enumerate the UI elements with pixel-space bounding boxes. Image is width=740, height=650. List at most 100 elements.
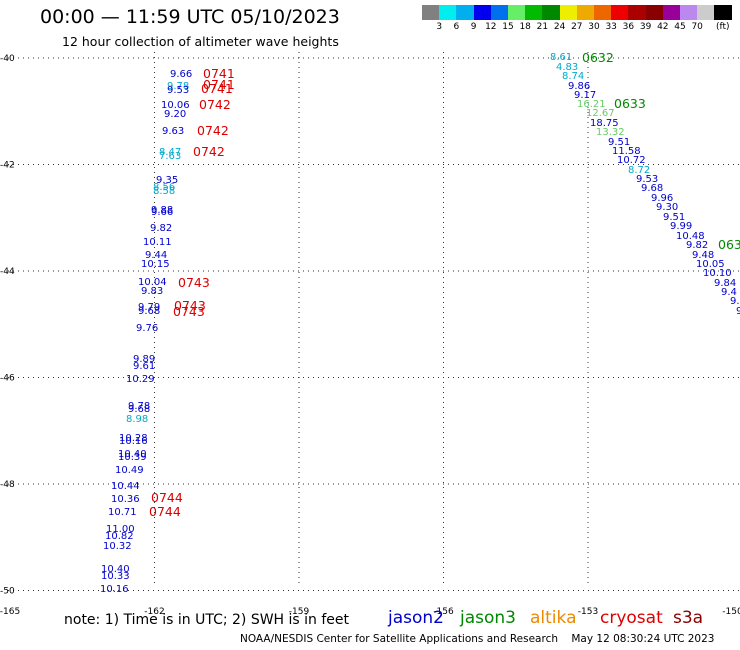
wave-height-label: 10.72: [617, 155, 646, 166]
wave-height-label: 9.78: [167, 81, 189, 92]
wave-height-label: 9.61: [133, 361, 155, 372]
time-label: 0741: [203, 77, 235, 92]
scale-unit-label: (ft): [716, 22, 730, 32]
scale-swatch: [542, 5, 560, 20]
scale-label: 70: [691, 22, 703, 32]
scale-label: 15: [502, 22, 514, 32]
time-label: 0633: [614, 96, 646, 111]
scale-label: 30: [588, 22, 600, 32]
wave-height-label: 10.32: [103, 541, 132, 552]
latitude-label: -50: [0, 587, 15, 597]
longitude-label: -165: [0, 607, 20, 617]
scale-swatch: [422, 5, 440, 20]
wave-height-label: 9.48: [692, 250, 714, 261]
scale-swatch: [628, 5, 646, 20]
time-label: 0741: [201, 81, 233, 96]
wave-height-label: 8.47: [159, 147, 181, 158]
scale-swatch: [525, 5, 543, 20]
time-label: 063: [718, 237, 740, 252]
wave-height-label: 10.33: [101, 571, 130, 582]
wave-height-label: 9.86: [568, 81, 590, 92]
wave-height-label: 9.51: [663, 212, 685, 223]
scale-label: 21: [536, 22, 549, 32]
wave-height-label: 7.63: [159, 151, 181, 162]
wave-height-label: 10.48: [676, 231, 705, 242]
legend-s3a: s3a: [673, 608, 704, 628]
latitude-label: -42: [0, 161, 15, 171]
wave-height-label: 10.06: [161, 100, 190, 111]
latitude-label: -40: [0, 54, 15, 64]
wave-height-label: 10.29: [126, 374, 155, 385]
latitude-labels: -40 -42 -44 -46 -48 -50: [0, 54, 15, 597]
wave-height-label: 10.10: [703, 268, 732, 279]
longitude-label: -162: [144, 607, 164, 617]
scale-swatch: [697, 5, 715, 20]
scale-swatch: [662, 5, 680, 20]
scale-label: 3: [436, 22, 443, 32]
scale-label: 6: [453, 22, 460, 32]
wave-height-label: 9.89: [133, 354, 155, 365]
scale-label: 18: [519, 22, 531, 32]
scale-label: 33: [605, 22, 617, 32]
wave-height-label: 9.53: [167, 85, 189, 96]
wave-height-label: 18.75: [590, 118, 619, 129]
longitude-label: -150: [722, 607, 740, 617]
latitude-label: -48: [0, 480, 15, 490]
wave-height-label: 10.15: [141, 259, 170, 270]
wave-height-label: 9: [736, 306, 740, 317]
wave-height-label: 10.82: [105, 531, 134, 542]
wave-height-label: 4.83: [556, 62, 578, 73]
left-satellite-track: 9.669.789.5310.069.209.638.477.639.358.5…: [100, 66, 235, 595]
legend-jason2: jason2: [388, 608, 444, 628]
credit-line: NOAA/NESDIS Center for Satellite Applica…: [240, 633, 715, 645]
wave-height-label: 10.28: [119, 433, 148, 444]
longitude-labels: -165 -162 -159 -156 -153 -150: [0, 607, 740, 617]
latitude-label: -46: [0, 374, 15, 384]
page-title: 00:00 — 11:59 UTC 05/10/2023: [40, 6, 340, 28]
wave-height-label: 9.99: [670, 221, 692, 232]
scale-swatch: [680, 5, 698, 20]
time-label: 0742: [193, 144, 225, 159]
scale-swatch: [490, 5, 508, 20]
wave-height-label: 9.63: [162, 126, 184, 137]
scale-swatch: [439, 5, 457, 20]
time-label: 0742: [199, 97, 231, 112]
wave-height-label: 9.88: [151, 205, 173, 216]
scale-swatch: [611, 5, 629, 20]
legend-altika: altika: [530, 608, 577, 628]
wave-height-label: 9.53: [636, 174, 658, 185]
scale-swatch: [714, 5, 732, 20]
wave-height-label: 9.17: [574, 90, 596, 101]
scale-label: 12: [485, 22, 497, 32]
longitude-label: -153: [578, 607, 598, 617]
legend-cryosat: cryosat: [600, 608, 663, 628]
wave-height-label: 10.39: [118, 452, 147, 463]
scale-swatch: [594, 5, 612, 20]
wave-height-label: 9.76: [136, 323, 158, 334]
legend-jason3: jason3: [460, 608, 516, 628]
wave-height-label: 10.49: [115, 465, 144, 476]
wave-height-label: 10.36: [111, 494, 140, 505]
scale-swatch: [576, 5, 594, 20]
wave-height-label: 11.58: [612, 146, 641, 157]
scale-label: 36: [622, 22, 635, 32]
wave-height-label: 9.4: [721, 287, 737, 298]
scale-swatch: [456, 5, 474, 20]
wave-height-label: 16.21: [577, 99, 606, 110]
wave-height-label: 9.68: [128, 404, 150, 415]
time-label: 0632: [582, 50, 614, 65]
wave-height-label: 9.30: [656, 202, 678, 213]
time-label: 0742: [197, 123, 229, 138]
time-label: 0741: [203, 66, 235, 81]
wave-height-label: 10.16: [119, 436, 148, 447]
wave-height-label: 8.56: [153, 182, 175, 193]
footnote: note: 1) Time is in UTC; 2) SWH is in fe…: [64, 612, 350, 628]
scale-label: 39: [639, 22, 652, 32]
scale-label: 24: [553, 22, 566, 32]
scale-swatch: [508, 5, 526, 20]
latitude-label: -44: [0, 267, 15, 277]
wave-height-label: 9.82: [686, 240, 708, 251]
wave-height-label: 10.16: [100, 584, 129, 595]
wave-height-label: 13.32: [596, 127, 625, 138]
